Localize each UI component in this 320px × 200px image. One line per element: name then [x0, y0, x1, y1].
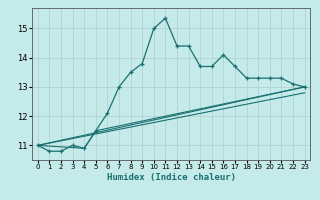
- X-axis label: Humidex (Indice chaleur): Humidex (Indice chaleur): [107, 173, 236, 182]
